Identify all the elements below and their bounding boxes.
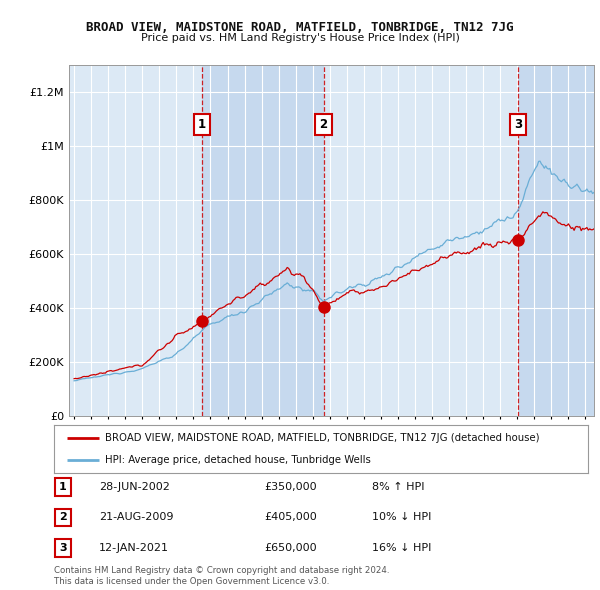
Text: 2: 2 — [59, 513, 67, 522]
Text: 8% ↑ HPI: 8% ↑ HPI — [372, 482, 425, 491]
Bar — [69, 65, 202, 416]
Text: Price paid vs. HM Land Registry's House Price Index (HPI): Price paid vs. HM Land Registry's House … — [140, 33, 460, 43]
Text: 16% ↓ HPI: 16% ↓ HPI — [372, 543, 431, 553]
Text: 10% ↓ HPI: 10% ↓ HPI — [372, 513, 431, 522]
Text: 1: 1 — [198, 118, 206, 131]
Text: 3: 3 — [59, 543, 67, 553]
Bar — [323, 65, 518, 416]
Bar — [202, 65, 323, 416]
Text: 3: 3 — [514, 118, 522, 131]
Text: 2: 2 — [320, 118, 328, 131]
Text: 21-AUG-2009: 21-AUG-2009 — [99, 513, 173, 522]
Text: £650,000: £650,000 — [264, 543, 317, 553]
Text: 28-JUN-2002: 28-JUN-2002 — [99, 482, 170, 491]
Bar — [518, 65, 594, 416]
Text: £350,000: £350,000 — [264, 482, 317, 491]
Text: BROAD VIEW, MAIDSTONE ROAD, MATFIELD, TONBRIDGE, TN12 7JG (detached house): BROAD VIEW, MAIDSTONE ROAD, MATFIELD, TO… — [105, 433, 539, 443]
Text: HPI: Average price, detached house, Tunbridge Wells: HPI: Average price, detached house, Tunb… — [105, 455, 371, 465]
Text: 12-JAN-2021: 12-JAN-2021 — [99, 543, 169, 553]
Text: 1: 1 — [59, 482, 67, 491]
Text: £405,000: £405,000 — [264, 513, 317, 522]
Text: Contains HM Land Registry data © Crown copyright and database right 2024.: Contains HM Land Registry data © Crown c… — [54, 566, 389, 575]
Text: BROAD VIEW, MAIDSTONE ROAD, MATFIELD, TONBRIDGE, TN12 7JG: BROAD VIEW, MAIDSTONE ROAD, MATFIELD, TO… — [86, 21, 514, 34]
Text: This data is licensed under the Open Government Licence v3.0.: This data is licensed under the Open Gov… — [54, 577, 329, 586]
